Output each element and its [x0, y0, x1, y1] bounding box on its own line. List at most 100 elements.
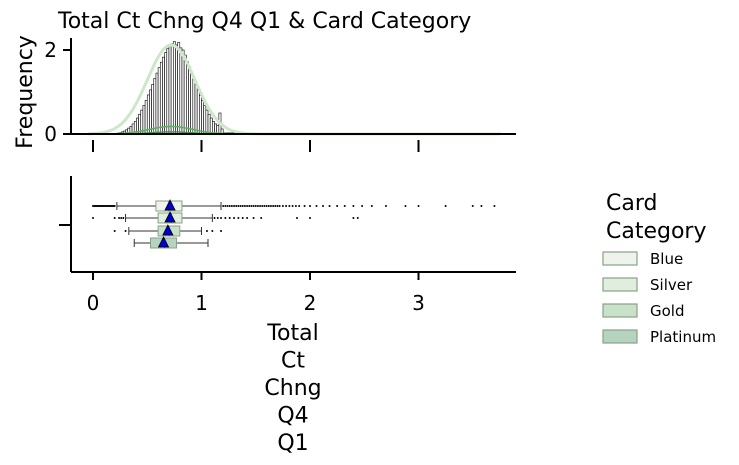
- box-outlier: [228, 205, 231, 207]
- histogram-bar: [181, 49, 185, 135]
- legend-label-blue: Blue: [650, 250, 683, 268]
- box-outlier: [272, 205, 275, 207]
- histogram-bar: [194, 84, 198, 135]
- boxplot-x-tick-label: 0: [87, 291, 100, 315]
- box-outlier: [124, 230, 127, 232]
- histogram-axes: 02: [44, 38, 516, 152]
- box-outlier: [480, 205, 483, 207]
- box-outlier: [252, 205, 255, 207]
- box-outlier: [269, 205, 272, 207]
- histogram-bar: [190, 73, 194, 135]
- box-outlier: [328, 205, 331, 207]
- box-outlier: [370, 205, 373, 207]
- box-outlier: [246, 205, 249, 207]
- box-outlier: [291, 205, 294, 207]
- box-silver: [92, 211, 359, 224]
- box-outlier: [220, 217, 223, 219]
- histogram-bar: [207, 113, 211, 135]
- box-outlier: [122, 217, 125, 219]
- box-outlier: [352, 217, 355, 219]
- box-mean-marker: [157, 236, 170, 248]
- box-outlier: [224, 205, 227, 207]
- box-outlier: [233, 217, 236, 219]
- box-outlier: [211, 230, 214, 232]
- legend-label-platinum: Platinum: [650, 328, 716, 346]
- box-outlier: [295, 217, 298, 219]
- box-outlier: [384, 205, 387, 207]
- histogram-bar: [199, 95, 202, 135]
- box-outlier: [352, 205, 355, 207]
- legend-swatch-silver: [602, 277, 638, 292]
- box-outlier: [250, 205, 253, 207]
- box-outlier: [471, 205, 474, 207]
- box-outlier: [230, 205, 233, 207]
- box-outlier: [216, 217, 219, 219]
- box-outlier: [315, 205, 318, 207]
- box-outlier: [248, 205, 251, 207]
- box-outlier: [235, 205, 238, 207]
- box-outlier: [294, 205, 297, 207]
- box-outlier: [309, 205, 311, 207]
- histogram-bar: [159, 61, 163, 135]
- box-blue: [92, 199, 496, 212]
- box-outlier: [92, 217, 94, 219]
- box-outlier: [246, 217, 249, 219]
- box-mean-marker: [164, 199, 176, 211]
- legend-title-line: Category: [606, 219, 707, 244]
- histogram-y-tick-label: 2: [44, 38, 57, 62]
- legend-title-line: Card: [606, 191, 657, 216]
- histogram-bar: [183, 54, 187, 135]
- box-outlier: [237, 217, 240, 219]
- box-outlier: [205, 230, 208, 232]
- boxplot-xlabel-line: Total: [266, 321, 318, 346]
- histogram-bar: [179, 47, 183, 135]
- histogram-bar: [162, 56, 165, 135]
- box-outlier: [241, 205, 244, 207]
- legend-swatch-platinum: [602, 329, 638, 344]
- histogram-bar: [186, 61, 189, 135]
- box-outlier: [239, 205, 242, 207]
- histogram-bar: [146, 94, 150, 135]
- box-gold: [113, 224, 223, 237]
- box-outlier: [237, 205, 240, 207]
- histogram-bar: [172, 41, 176, 135]
- box-outlier: [298, 205, 301, 207]
- histogram-ylabel: Frequency: [13, 35, 38, 149]
- histogram-bar: [201, 100, 204, 135]
- box-outlier: [224, 217, 227, 219]
- histogram-bars: [114, 41, 501, 135]
- box-outlier: [226, 205, 229, 207]
- histogram-bar: [164, 52, 168, 135]
- boxplot-x-tick-label: 2: [304, 291, 317, 315]
- boxplot-x-tick-label: 1: [195, 291, 208, 315]
- box-platinum: [133, 236, 209, 249]
- histogram-bar: [203, 105, 207, 135]
- box-outlier: [113, 230, 116, 232]
- box-outlier: [263, 205, 266, 207]
- box-outlier: [417, 205, 420, 207]
- boxplot-x-tick-label: 3: [412, 291, 425, 315]
- box-outlier: [222, 205, 225, 207]
- box-outlier: [233, 205, 236, 207]
- box-outlier: [228, 217, 231, 219]
- legend: Card Category Blue Silver Gold Platinum: [602, 191, 716, 346]
- box-outlier: [288, 205, 291, 207]
- box-outlier: [259, 205, 262, 207]
- box-outlier: [356, 217, 359, 219]
- box-outlier: [120, 217, 123, 219]
- box-mean-marker: [164, 211, 176, 223]
- legend-title: Card Category: [606, 191, 707, 244]
- box-outlier: [213, 217, 216, 219]
- boxplot-series: [92, 199, 496, 249]
- box-outlier: [322, 205, 325, 207]
- box-mean-marker: [162, 224, 174, 236]
- box-outlier: [260, 217, 263, 219]
- histogram-bar: [188, 66, 191, 135]
- histogram-bar: [151, 84, 155, 135]
- histogram-bar: [170, 43, 174, 135]
- histogram-bar: [155, 72, 159, 135]
- box-outlier: [361, 205, 364, 207]
